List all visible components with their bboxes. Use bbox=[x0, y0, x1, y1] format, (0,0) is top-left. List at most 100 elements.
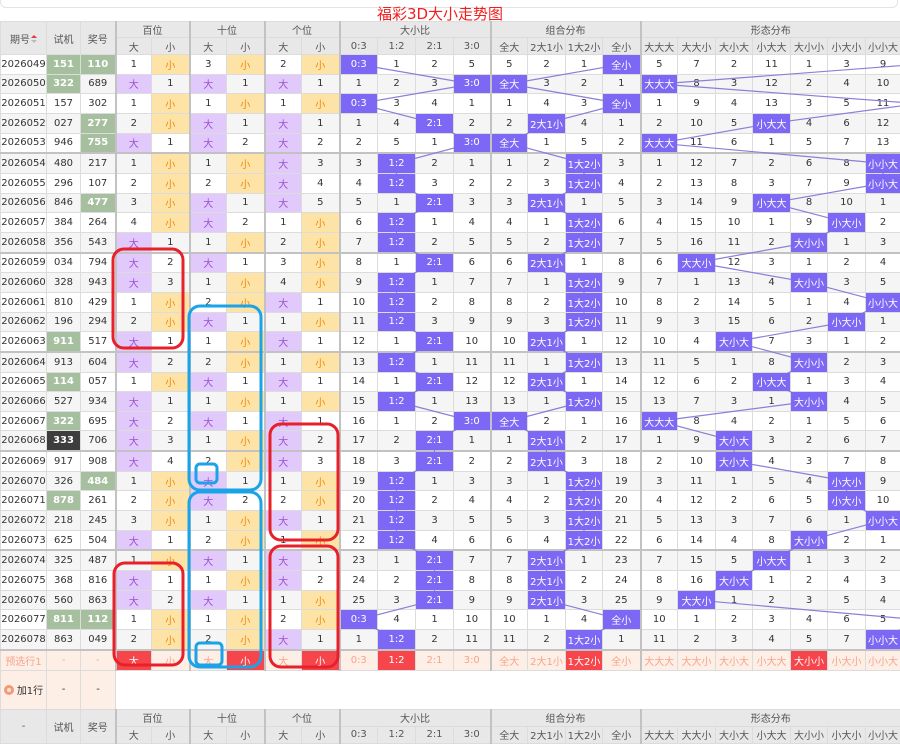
combo-cell: 1 bbox=[565, 410, 603, 432]
combo-cell: 5 bbox=[602, 192, 641, 214]
combo-cell: 3 bbox=[565, 93, 603, 114]
position-cell: 大 bbox=[263, 291, 302, 313]
position-cell: 2 bbox=[226, 212, 265, 233]
form-cell: 5 bbox=[639, 510, 678, 531]
draw-number-cell: 504 bbox=[80, 529, 116, 551]
preselect-option[interactable]: 大大小 bbox=[677, 648, 716, 671]
position-cell: 大 bbox=[114, 251, 152, 274]
position-cell: 1 bbox=[301, 291, 340, 313]
preselect-option[interactable]: 小 bbox=[301, 648, 340, 671]
preselect-option[interactable]: 大 bbox=[188, 648, 227, 671]
form-cell: 4 bbox=[827, 291, 866, 313]
preselect-option[interactable]: 3:0 bbox=[453, 648, 491, 671]
period-header[interactable]: 期号 bbox=[0, 21, 47, 55]
position-cell: 1 bbox=[301, 73, 340, 95]
form-cell: 大大大 bbox=[639, 410, 678, 432]
form-cell: 1 bbox=[790, 251, 828, 274]
form-cell: 4 bbox=[790, 609, 828, 631]
position-cell: 大 bbox=[263, 549, 302, 572]
ratio-cell: 2:1 bbox=[415, 589, 454, 611]
combo-cell: 1 bbox=[565, 371, 603, 393]
form-cell: 10 bbox=[639, 331, 678, 353]
position-cell: 3 bbox=[301, 152, 340, 174]
preselect-option[interactable]: 大小大 bbox=[715, 648, 753, 671]
ratio-cell: 1 bbox=[338, 73, 378, 95]
position-cell: 2 bbox=[114, 629, 152, 651]
add-row-button[interactable]: 加1行 bbox=[0, 669, 47, 710]
position-cell: 大 bbox=[263, 73, 302, 95]
table-row: 2026078 863 049 2 小 2 小大 1 1 1:2 2 11 11 2 1大2小 1 11 2 3 4 5… bbox=[0, 629, 900, 651]
test-number-cell: 878 bbox=[46, 490, 81, 512]
form-cell: 3 bbox=[639, 192, 678, 214]
combo-cell: 全大 bbox=[489, 73, 528, 95]
form-cell: 12 bbox=[864, 112, 900, 134]
table-row: 2026072 218 245 3 小 1 小大 1 21 1:2 3 5 5 3 1大2小 21 5 13 3 7 6… bbox=[0, 510, 900, 531]
combo-cell: 6 bbox=[602, 212, 641, 233]
ratio-cell: 4 bbox=[377, 609, 416, 631]
preselect-option[interactable]: 小小大 bbox=[864, 648, 900, 671]
preselect-option[interactable]: 全小 bbox=[602, 648, 641, 671]
ratio-cell: 3:0 bbox=[453, 410, 491, 432]
combo-cell: 1大2小 bbox=[565, 311, 603, 333]
preselect-option[interactable]: 大 bbox=[263, 648, 302, 671]
position-cell: 3 bbox=[114, 510, 152, 531]
period-cell: 2026061 bbox=[0, 291, 47, 313]
ratio-cell: 22 bbox=[338, 529, 378, 551]
position-cell: 2 bbox=[226, 132, 265, 154]
position-cell: 小 bbox=[226, 350, 265, 373]
ratio-cell: 6 bbox=[453, 529, 491, 551]
position-cell: 小 bbox=[226, 510, 265, 531]
form-cell: 大大大 bbox=[639, 73, 678, 95]
position-cell: 2 bbox=[188, 172, 227, 194]
preselect-option[interactable]: 大大大 bbox=[639, 648, 678, 671]
sub-header: 2大1小 bbox=[527, 725, 566, 744]
ratio-cell: 5 bbox=[338, 192, 378, 214]
preselect-option[interactable]: 大 bbox=[114, 648, 152, 671]
form-cell: 小大小 bbox=[827, 490, 866, 512]
preselect-option[interactable]: 2大1小 bbox=[527, 648, 566, 671]
trend-table: 期号 试机 奖号 百位 十位 个位 大小比 组合分布 形态分布大小大小大小 0:3 1:2 2:1 3:… bbox=[0, 21, 900, 744]
ratio-cell: 2 bbox=[415, 410, 454, 432]
sub-header: 小大小 bbox=[827, 37, 866, 55]
ratio-cell: 1:2 bbox=[377, 152, 416, 174]
preselect-option[interactable]: 大小小 bbox=[790, 648, 828, 671]
form-cell: 7 bbox=[677, 54, 716, 75]
position-cell: 1 bbox=[188, 231, 227, 254]
preselect-option[interactable]: 1大2小 bbox=[565, 648, 603, 671]
ratio-cell: 1:2 bbox=[377, 172, 416, 194]
form-cell: 4 bbox=[752, 450, 791, 472]
combo-cell: 1 bbox=[565, 54, 603, 75]
combo-cell: 4 bbox=[527, 529, 566, 551]
test-number-cell: 328 bbox=[46, 272, 81, 293]
combo-cell: 8 bbox=[602, 251, 641, 274]
group-header-units: 个位 bbox=[263, 21, 340, 38]
preselect-option[interactable]: 小 bbox=[226, 648, 265, 671]
ratio-cell: 3 bbox=[453, 470, 491, 492]
combo-cell: 1 bbox=[602, 73, 641, 95]
form-cell: 5 bbox=[827, 589, 866, 611]
ratio-cell: 13 bbox=[453, 391, 491, 412]
ratio-cell: 25 bbox=[338, 589, 378, 611]
preselect-option[interactable]: 小大小 bbox=[827, 648, 866, 671]
combo-cell: 3 bbox=[527, 311, 566, 333]
position-cell: 小 bbox=[301, 350, 340, 373]
preselect-option[interactable]: 小大大 bbox=[752, 648, 791, 671]
combo-cell: 1大2小 bbox=[565, 391, 603, 412]
preselect-option[interactable]: 0:3 bbox=[338, 648, 378, 671]
position-cell: 小 bbox=[151, 112, 190, 134]
form-cell: 14 bbox=[715, 291, 753, 313]
position-cell: 2 bbox=[114, 112, 152, 134]
preselect-option[interactable]: 小 bbox=[151, 648, 190, 671]
combo-cell: 1大2小 bbox=[565, 629, 603, 651]
combo-cell: 1 bbox=[565, 331, 603, 353]
position-cell: 小 bbox=[151, 172, 190, 194]
table-row: 2026058 356 543 大 1 1 小 2 小 7 1:2 2 5 5 2 1大2小 7 5 16 11 2 大小… bbox=[0, 231, 900, 254]
preselect-option[interactable]: 1:2 bbox=[377, 648, 416, 671]
position-cell: 2 bbox=[301, 430, 340, 452]
position-cell: 大 bbox=[114, 391, 152, 412]
sort-asc-icon[interactable] bbox=[31, 34, 37, 44]
sub-header: 1:2 bbox=[377, 725, 416, 744]
preselect-option[interactable]: 2:1 bbox=[415, 648, 454, 671]
preselect-option[interactable]: 全大 bbox=[489, 648, 528, 671]
position-cell: 大 bbox=[114, 331, 152, 353]
